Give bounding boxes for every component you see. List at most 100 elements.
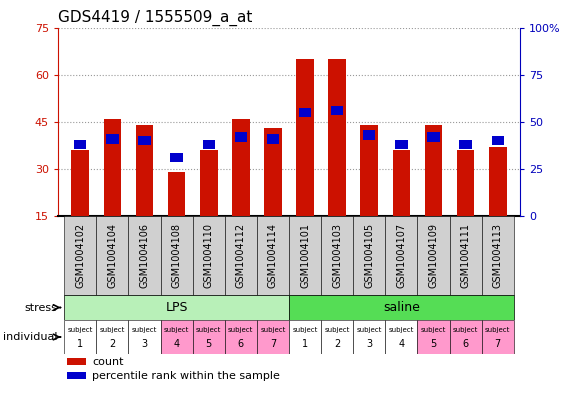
Bar [267,134,279,143]
Bar [457,150,475,216]
Bar [417,216,450,295]
Bar [97,320,128,354]
Text: individual: individual [3,332,57,342]
Text: subject: subject [324,327,350,332]
Text: 5: 5 [431,339,436,349]
Bar [225,216,257,295]
Bar [161,216,192,295]
Text: 2: 2 [334,339,340,349]
Bar [481,320,514,354]
Bar [72,150,89,216]
Text: 7: 7 [495,339,501,349]
Bar [67,358,86,365]
Bar [491,136,504,145]
Text: 3: 3 [366,339,372,349]
Text: 6: 6 [462,339,469,349]
Bar [264,128,282,216]
Text: GDS4419 / 1555509_a_at: GDS4419 / 1555509_a_at [58,10,252,26]
Bar [138,136,151,145]
Bar [103,119,121,216]
Bar [331,106,343,115]
Bar [64,295,289,320]
Bar [235,132,247,141]
Text: stress: stress [24,303,57,312]
Bar [171,153,183,162]
Bar [363,130,376,140]
Text: GSM1004101: GSM1004101 [300,223,310,288]
Bar [321,320,353,354]
Text: GSM1004105: GSM1004105 [364,223,375,288]
Text: subject: subject [68,327,93,332]
Bar [289,295,514,320]
Bar [257,320,289,354]
Bar [97,216,128,295]
Bar [450,320,481,354]
Text: 6: 6 [238,339,244,349]
Bar [460,140,472,149]
Bar [161,320,192,354]
Bar [64,216,97,295]
Bar [225,320,257,354]
Bar [425,125,442,216]
Bar [106,134,118,143]
Bar [257,216,289,295]
Text: subject: subject [164,327,190,332]
Text: percentile rank within the sample: percentile rank within the sample [92,371,280,381]
Text: GSM1004113: GSM1004113 [492,223,503,288]
Text: GSM1004103: GSM1004103 [332,223,342,288]
Text: GSM1004108: GSM1004108 [172,223,181,288]
Text: GSM1004104: GSM1004104 [108,223,117,288]
Text: subject: subject [388,327,414,332]
Bar [395,140,407,149]
Text: 2: 2 [109,339,116,349]
Bar [202,140,215,149]
Text: GSM1004102: GSM1004102 [75,223,86,288]
Bar [392,150,410,216]
Bar [67,372,86,380]
Text: LPS: LPS [165,301,188,314]
Bar [168,172,186,216]
Text: subject: subject [292,327,318,332]
Text: 5: 5 [206,339,212,349]
Text: subject: subject [132,327,157,332]
Text: GSM1004111: GSM1004111 [461,223,470,288]
Text: GSM1004107: GSM1004107 [397,223,406,288]
Text: subject: subject [99,327,125,332]
Text: subject: subject [453,327,479,332]
Text: GSM1004112: GSM1004112 [236,223,246,288]
Bar [232,119,250,216]
Text: 4: 4 [398,339,405,349]
Bar [417,320,450,354]
Text: count: count [92,356,124,367]
Bar [386,320,417,354]
Bar [386,216,417,295]
Text: GSM1004106: GSM1004106 [139,223,150,288]
Bar [289,320,321,354]
Text: 3: 3 [142,339,147,349]
Bar [297,59,314,216]
Text: subject: subject [421,327,446,332]
Text: subject: subject [196,327,221,332]
Bar [289,216,321,295]
Bar [200,150,217,216]
Text: 4: 4 [173,339,180,349]
Text: GSM1004114: GSM1004114 [268,223,278,288]
Bar [450,216,481,295]
Text: GSM1004109: GSM1004109 [428,223,439,288]
Text: GSM1004110: GSM1004110 [203,223,214,288]
Bar [64,320,97,354]
Text: 7: 7 [270,339,276,349]
Bar [328,59,346,216]
Text: subject: subject [228,327,254,332]
Bar [427,132,440,141]
Bar [481,216,514,295]
Bar [489,147,506,216]
Bar [353,216,386,295]
Text: 1: 1 [302,339,308,349]
Text: subject: subject [260,327,286,332]
Bar [299,108,311,117]
Bar [192,216,225,295]
Bar [321,216,353,295]
Text: subject: subject [485,327,510,332]
Bar [128,320,161,354]
